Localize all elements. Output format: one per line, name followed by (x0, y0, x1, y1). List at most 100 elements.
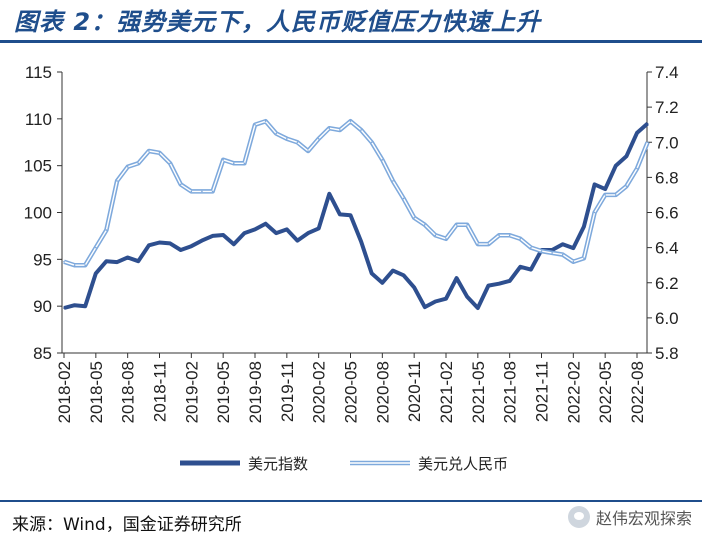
usdcny-point (211, 190, 214, 193)
usdcny-point (498, 234, 500, 237)
dxy-point (179, 249, 182, 251)
usdcny-point (370, 141, 373, 144)
dxy-point (148, 244, 150, 247)
usdcny-point (169, 162, 171, 165)
x-axis: 2018-02 2018-05 2018-08 2018-11 2019-02 2019-… (55, 353, 647, 423)
dxy-point (551, 249, 553, 251)
dxy-point (105, 260, 108, 263)
x-tick-label: 2021-11 (533, 361, 552, 422)
usdcny-point (593, 211, 596, 214)
dxy-point (561, 243, 564, 246)
dxy-point (275, 232, 278, 234)
x-tick-label: 2022-05 (596, 361, 615, 423)
x-tick-label: 2021-05 (469, 361, 488, 423)
usdcny-point (148, 150, 150, 152)
usdcny-point (392, 180, 394, 182)
dxy-point (328, 192, 331, 195)
dxy-point (211, 235, 214, 237)
usdcny-point (317, 137, 320, 140)
dxy-point (264, 222, 267, 225)
usdcny-point (381, 159, 384, 161)
dxy-point (243, 232, 246, 234)
source-note: 来源：Wind，国金证券研究所 (12, 515, 242, 535)
usdcny-point (636, 167, 638, 170)
dxy-point (636, 132, 638, 134)
usdcny-point (158, 151, 161, 154)
usdcny-point (540, 250, 543, 252)
chart-title: 图表 2：强势美元下，人民币贬值压力快速上升 (14, 8, 542, 36)
left-axis: 85 90 95 100 105 110 115 (24, 63, 62, 363)
dxy-point (477, 307, 479, 309)
dxy-point (201, 239, 203, 242)
right-axis: 5.8 6.0 6.2 6.4 6.6 6.8 7.0 7.2 7.4 (647, 63, 679, 363)
dxy-point (254, 228, 256, 231)
x-tick-label: 2019-11 (278, 361, 297, 422)
dxy-point (625, 155, 628, 158)
dxy-point (126, 256, 129, 259)
dxy-point (445, 297, 447, 300)
usdcny-point (604, 194, 606, 196)
wechat-icon (567, 506, 590, 528)
usdcny-point (508, 234, 511, 237)
usdcny-point (445, 238, 447, 240)
dxy-point (222, 234, 224, 236)
usdcny-point (222, 159, 224, 161)
x-tick-label: 2019-08 (246, 361, 265, 423)
dxy-point (466, 296, 469, 298)
x-tick-label: 2021-02 (437, 361, 456, 423)
usdcny-point (95, 246, 97, 249)
dxy-point (73, 304, 76, 307)
usdcny-point (63, 260, 65, 263)
dxy-point (593, 183, 596, 186)
dxy-point (169, 242, 171, 245)
usdcny-point (572, 260, 575, 263)
left-tick-label: 85 (33, 344, 52, 363)
dxy-point (360, 240, 362, 243)
usdcny-point (413, 216, 415, 219)
dxy-point (646, 122, 649, 125)
dxy-point (392, 269, 394, 272)
dxy-point (190, 245, 193, 248)
dxy-point (370, 272, 373, 275)
right-tick-label: 6.6 (655, 204, 679, 223)
usdcny-point (360, 129, 362, 131)
x-tick-label: 2021-08 (501, 361, 520, 423)
dxy-point (519, 266, 522, 268)
usdcny-point (646, 141, 649, 144)
x-tick-label: 2018-02 (55, 361, 74, 423)
left-tick-label: 100 (24, 204, 52, 223)
usdcny-point (455, 223, 458, 226)
right-tick-label: 6.0 (655, 309, 679, 328)
left-tick-label: 105 (24, 157, 52, 176)
usdcny-point (561, 253, 564, 256)
footer-divider (0, 500, 702, 502)
usdcny-point (137, 162, 140, 165)
dxy-point (158, 241, 161, 244)
usdcny-point (519, 238, 522, 240)
dxy-point (434, 300, 437, 303)
usdcny-point (296, 141, 299, 144)
series-usdcny-line-inner (63, 120, 649, 266)
dxy-point (307, 232, 309, 234)
dxy-point (508, 280, 511, 282)
x-tick-label: 2022-08 (628, 361, 647, 423)
dxy-point (339, 213, 341, 216)
dxy-point (487, 284, 490, 287)
usdcny-point (232, 162, 235, 165)
dxy-point (232, 243, 235, 246)
right-tick-label: 6.8 (655, 168, 679, 187)
dxy-point (583, 225, 585, 228)
dxy-point (381, 281, 384, 284)
usdcny-point (487, 243, 490, 245)
usdcny-point (126, 166, 129, 168)
usdcny-point (84, 264, 87, 266)
usdcny-point (477, 243, 479, 245)
series-layer (63, 118, 650, 310)
x-tick-label: 2020-08 (373, 361, 392, 423)
usdcny-point (339, 129, 341, 131)
dxy-point (572, 247, 575, 249)
chart-canvas: 85 90 95 100 105 110 115 5.8 6.0 6.2 6.4 6.6 6.8 7.0… (24, 63, 679, 473)
x-tick-label: 2018-08 (119, 361, 138, 423)
right-tick-label: 5.8 (655, 344, 679, 363)
usdcny-point (286, 137, 288, 140)
